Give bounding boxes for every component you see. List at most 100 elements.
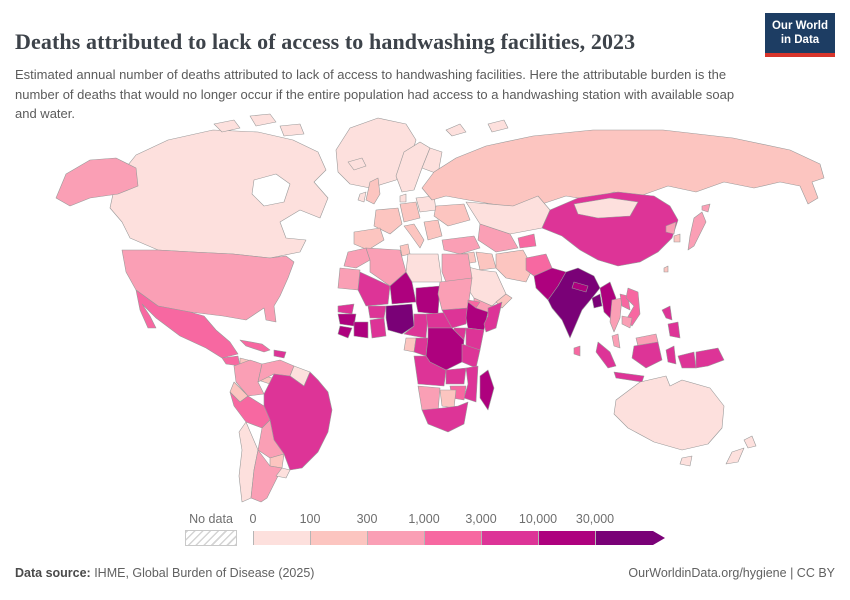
country-japan[interactable] [687,211,707,251]
country-japan-hokkaido[interactable] [701,203,711,213]
country-congo[interactable] [413,337,429,357]
legend-tick: 1,000 [408,512,440,526]
country-ireland[interactable] [357,191,367,203]
country-indonesia-sumatra[interactable] [595,341,617,369]
country-south-korea[interactable] [673,233,681,243]
country-madagascar[interactable] [479,369,495,411]
country-argentina[interactable] [250,449,283,503]
country-indonesia-papua[interactable] [677,351,697,369]
country-denmark[interactable] [399,193,407,203]
country-philippines-luzon[interactable] [661,305,673,321]
footer-separator: | [786,566,797,580]
country-ivory-coast[interactable] [353,321,369,339]
country-uzbekistan-turkmenistan[interactable] [477,223,519,253]
country-chad[interactable] [415,285,441,315]
country-balkans[interactable] [423,219,443,241]
country-new-zealand-north[interactable] [743,435,757,449]
country-iran[interactable] [495,249,534,283]
country-sierra-leone-liberia[interactable] [337,325,353,339]
country-canada-island[interactable] [279,123,305,137]
chart-footer: Data source: IHME, Global Burden of Dise… [15,566,835,580]
legend-bin [595,531,665,545]
hudson-bay-water [251,173,291,207]
legend-bins [253,531,673,545]
country-indonesia-kalimantan[interactable] [631,341,663,369]
country-mongolia[interactable] [573,197,639,219]
country-taiwan[interactable] [663,265,669,273]
country-libya[interactable] [405,253,443,283]
country-alaska[interactable] [55,157,139,207]
country-sri-lanka[interactable] [573,345,581,357]
country-malaysia[interactable] [611,333,621,349]
data-source-label: Data source: [15,566,91,580]
country-canada-island[interactable] [249,113,277,127]
country-new-zealand-south[interactable] [725,447,745,465]
no-data-label: No data [189,512,233,526]
country-spain-portugal[interactable] [353,227,385,251]
country-canada-island[interactable] [213,119,241,133]
legend-colorbar: 0 100 300 1,000 3,000 10,000 30,000 [250,512,673,545]
country-burkina-faso[interactable] [367,305,387,319]
country-niger[interactable] [389,271,417,305]
legend-bin [310,531,367,545]
country-mauritania[interactable] [337,267,361,291]
country-united-states[interactable] [121,249,295,323]
country-mexico[interactable] [135,289,239,359]
country-ukraine-romania[interactable] [433,203,471,227]
legend-tick: 10,000 [518,512,558,526]
country-egypt[interactable] [441,253,473,283]
country-greenland[interactable] [335,117,417,189]
country-thailand[interactable] [609,297,623,333]
country-nepal[interactable] [571,281,589,293]
footer-links: OurWorldinData.org/hygiene | CC BY [628,566,835,580]
country-ghana-togo-benin[interactable] [369,317,387,339]
country-papua-new-guinea[interactable] [695,347,725,369]
country-philippines-mindanao[interactable] [667,321,681,339]
country-china[interactable] [541,191,679,267]
country-somalia[interactable] [483,301,503,333]
country-arctic-islands[interactable] [487,119,509,133]
country-iraq[interactable] [475,251,497,271]
country-sudan[interactable] [437,277,473,311]
country-senegal[interactable] [337,303,355,315]
country-mali[interactable] [357,271,391,307]
owid-logo-line2: in Data [780,34,820,47]
country-indonesia-sulawesi[interactable] [665,345,677,365]
country-zambia[interactable] [445,367,467,385]
country-north-korea[interactable] [665,221,677,235]
legend-tick: 300 [356,512,378,526]
country-canada[interactable] [109,129,329,259]
country-france[interactable] [373,207,403,235]
country-guinea[interactable] [337,313,357,327]
country-south-sudan[interactable] [441,307,469,329]
country-australia[interactable] [613,375,725,451]
country-italy[interactable] [403,223,425,249]
country-turkey[interactable] [441,235,481,255]
legend-bin [253,531,310,545]
country-namibia[interactable] [417,385,441,413]
country-iceland[interactable] [347,157,367,171]
country-uruguay[interactable] [275,467,291,479]
country-germany[interactable] [399,201,421,223]
owid-url-link[interactable]: OurWorldinData.org/hygiene [628,566,787,580]
no-data-swatch [185,530,237,546]
country-kyrgyzstan-tajikistan[interactable] [517,233,537,249]
owid-logo[interactable]: Our World in Data [765,13,835,57]
country-australia-tasmania[interactable] [679,455,693,467]
country-south-africa[interactable] [421,401,469,433]
country-botswana[interactable] [439,389,457,409]
chart-subtitle: Estimated annual number of deaths attrib… [15,67,735,121]
country-cuba[interactable] [239,339,271,353]
country-arctic-islands[interactable] [445,123,467,137]
country-hispaniola[interactable] [273,349,287,359]
country-indonesia-java[interactable] [613,371,645,383]
country-colombia[interactable] [233,359,265,397]
license-label: CC BY [796,566,835,580]
country-nigeria[interactable] [385,303,415,335]
country-united-kingdom[interactable] [365,177,381,205]
country-morocco[interactable] [343,247,371,269]
country-mozambique[interactable] [463,365,479,403]
country-cambodia[interactable] [621,315,633,329]
country-bangladesh[interactable] [591,293,603,309]
legend-bin [538,531,595,545]
